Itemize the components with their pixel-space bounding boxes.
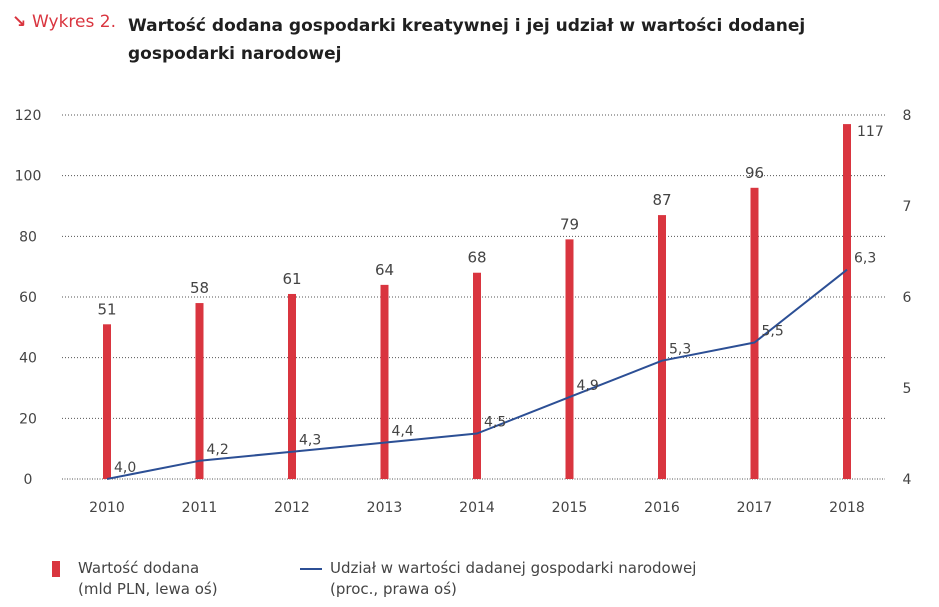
y-right-tick-label: 5	[903, 381, 912, 397]
line-value-label: 4,0	[114, 460, 136, 476]
x-tick-label: 2014	[459, 500, 495, 516]
y-right-tick-label: 4	[903, 472, 912, 488]
bar-value-label: 79	[560, 215, 579, 233]
bar	[658, 215, 666, 479]
bar	[380, 284, 389, 479]
y-left-tick-label: 0	[24, 472, 33, 488]
bar-value-label: 58	[190, 279, 209, 297]
legend-line-swatch	[300, 568, 322, 570]
y-right-tick-label: 7	[903, 199, 912, 215]
x-tick-label: 2010	[89, 500, 125, 516]
line-value-label: 4,2	[207, 442, 229, 458]
line-value-label: 4,5	[484, 415, 506, 431]
chart-number: Wykres 2.	[32, 12, 116, 32]
line-value-label: 4,3	[299, 433, 321, 449]
legend-line-label: Udział w wartości dadanej gospodarki nar…	[330, 559, 697, 577]
legend-bar-swatch	[52, 561, 60, 577]
x-tick-label: 2018	[829, 500, 865, 516]
bar	[195, 303, 204, 479]
chart-title: Wartość dodana gospodarki kreatywnej i j…	[128, 16, 806, 64]
bar	[103, 324, 111, 479]
line-value-label: 5,3	[669, 342, 691, 358]
y-left-tick-label: 80	[19, 229, 37, 245]
bar	[565, 239, 574, 479]
x-tick-label: 2016	[644, 500, 680, 516]
bar-value-label: 68	[467, 249, 486, 267]
bar	[750, 187, 759, 480]
legend-line-entry: Udział w wartości dadanej gospodarki nar…	[300, 558, 760, 600]
share-line	[106, 268, 848, 480]
line-value-label: 6,3	[854, 251, 876, 267]
y-left-tick-label: 60	[19, 290, 37, 306]
line-value-label: 4,9	[577, 378, 599, 394]
y-right-tick-label: 8	[903, 108, 912, 124]
legend-bar-sublabel: (mld PLN, lewa oś)	[78, 580, 218, 598]
y-left-tick-label: 120	[15, 108, 42, 124]
bar-value-label: 51	[97, 300, 116, 318]
y-right-tick-label: 6	[903, 290, 912, 306]
bar	[843, 124, 851, 479]
legend-bar-label: Wartość dodana	[78, 559, 200, 577]
bar	[473, 272, 481, 479]
bar-value-label: 64	[375, 261, 394, 279]
bar	[288, 293, 296, 479]
y-left-tick-label: 40	[19, 351, 37, 367]
legend-line-sublabel: (proc., prawa oś)	[330, 580, 457, 598]
x-tick-label: 2017	[737, 500, 773, 516]
legend-bar-entry: Wartość dodana (mld PLN, lewa oś)	[52, 558, 272, 600]
bar-value-label: 96	[745, 164, 764, 182]
line-value-label: 5,5	[762, 324, 784, 340]
bar-value-label: 87	[652, 191, 671, 209]
y-left-tick-label: 20	[19, 411, 37, 427]
bar-value-label: 117	[857, 124, 884, 140]
line-value-label: 4,4	[392, 424, 414, 440]
y-left-tick-label: 100	[15, 169, 42, 185]
arrow-down-right-icon: ↘	[12, 12, 27, 32]
x-tick-label: 2013	[367, 500, 403, 516]
x-tick-label: 2012	[274, 500, 310, 516]
bar-value-label: 61	[282, 270, 301, 288]
x-tick-label: 2015	[552, 500, 588, 516]
x-tick-label: 2011	[182, 500, 218, 516]
